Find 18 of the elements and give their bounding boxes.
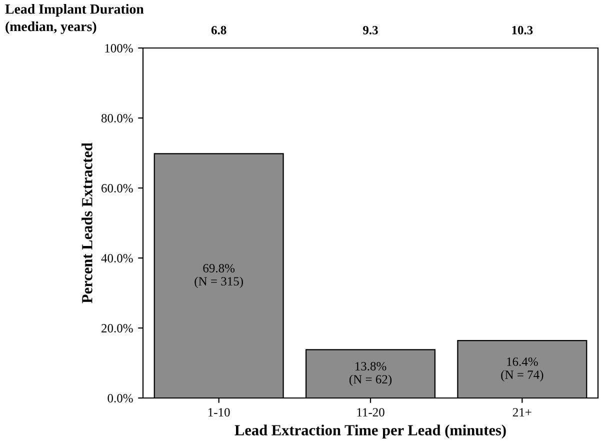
data-label: 16.4% (N = 74) [501,357,544,382]
y-axis-title: Percent Leads Extracted [82,142,92,304]
y-tick-label: 0.0% [108,394,133,403]
data-label: 69.8% (N = 315) [194,264,243,288]
x-axis-title: Lead Extraction Time per Lead (minutes) [234,424,506,438]
text: 6.8 [211,26,226,34]
y-tick-label: 40.0% [101,254,133,263]
text: Lead Implant Duration (median, years) [5,4,144,34]
y-tick-label: 100% [105,44,133,52]
x-tick-label: 1-10 [208,408,230,417]
text: 10.3 [512,26,533,34]
y-tick-label: 20.0% [102,324,133,333]
x-tick-label: 11-20 [357,408,384,417]
text: 9.3 [363,26,378,34]
data-label: 13.8% (N = 62) [349,362,392,386]
x-tick-label: 21+ [512,408,532,416]
y-tick-label: 80.0% [101,114,133,123]
y-tick-label: 60.0% [102,184,133,193]
